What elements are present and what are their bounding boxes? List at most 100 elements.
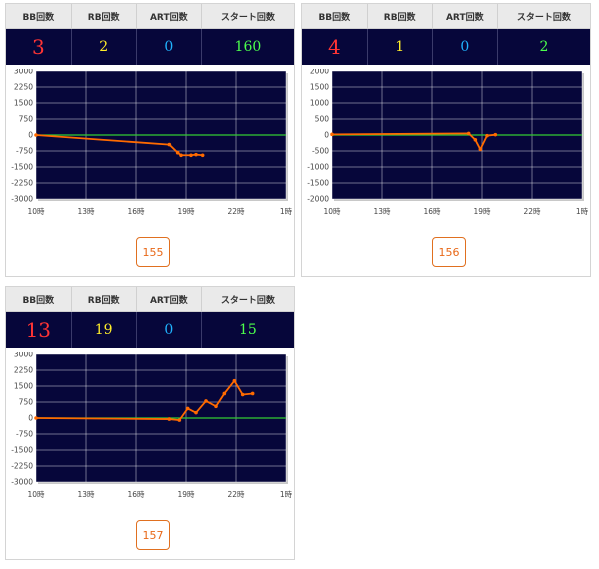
data-point bbox=[473, 138, 478, 142]
header-start: スタート回数 bbox=[201, 287, 294, 312]
bb-count: 13 bbox=[6, 311, 72, 348]
data-point bbox=[185, 406, 190, 411]
data-point bbox=[466, 131, 471, 136]
y-tick-label: 750 bbox=[19, 115, 34, 124]
data-point bbox=[179, 153, 183, 158]
y-tick-label: 1500 bbox=[14, 382, 33, 391]
stats-table: BB回数 RB回数 ART回数 スタート回数 13 19 0 15 bbox=[6, 287, 294, 348]
y-tick-label: -1500 bbox=[307, 179, 329, 188]
header-rb: RB回数 bbox=[71, 287, 137, 312]
y-tick-label: 3000 bbox=[14, 352, 33, 359]
stats-table: BB回数 RB回数 ART回数 スタート回数 4 1 0 2 bbox=[302, 4, 590, 65]
y-tick-label: 2250 bbox=[14, 83, 33, 92]
data-point bbox=[485, 133, 489, 138]
x-tick-label: 19時 bbox=[177, 207, 195, 216]
header-bb: BB回数 bbox=[6, 4, 72, 29]
data-point bbox=[330, 132, 334, 137]
rb-count: 1 bbox=[367, 28, 433, 65]
data-point bbox=[232, 378, 237, 383]
x-tick-label: 19時 bbox=[473, 207, 491, 216]
y-tick-label: -500 bbox=[312, 147, 329, 156]
header-art: ART回数 bbox=[136, 287, 202, 312]
machine-number-button[interactable]: 155 bbox=[136, 237, 170, 267]
header-art: ART回数 bbox=[432, 4, 498, 29]
y-tick-label: -1000 bbox=[307, 163, 329, 172]
data-point bbox=[250, 391, 255, 396]
bb-count: 4 bbox=[302, 28, 368, 65]
slump-chart: 3000 2250 1500 750 0 -750 -1500 -2250 -3000 10時 13… bbox=[11, 69, 293, 216]
x-tick-label: 1時 bbox=[280, 490, 293, 499]
data-point bbox=[194, 410, 198, 415]
y-tick-label: 0 bbox=[28, 131, 33, 140]
header-start: スタート回数 bbox=[201, 4, 294, 29]
stats-table: BB回数 RB回数 ART回数 スタート回数 3 2 0 160 bbox=[6, 4, 294, 65]
x-tick-label: 13時 bbox=[77, 490, 95, 499]
data-point bbox=[204, 399, 208, 403]
data-point bbox=[478, 147, 483, 152]
y-tick-label: -1500 bbox=[11, 446, 33, 455]
data-point bbox=[189, 153, 193, 158]
y-tick-label: 0 bbox=[324, 131, 329, 140]
y-tick-label: 750 bbox=[19, 398, 34, 407]
data-point bbox=[34, 416, 38, 420]
machine-card-157: BB回数 RB回数 ART回数 スタート回数 13 19 0 15 3000 22… bbox=[5, 286, 295, 560]
rb-count: 19 bbox=[71, 311, 137, 348]
machine-number-button[interactable]: 157 bbox=[136, 520, 170, 550]
y-tick-label: 1000 bbox=[310, 99, 329, 108]
y-tick-label: -3000 bbox=[11, 195, 33, 204]
header-rb: RB回数 bbox=[367, 4, 433, 29]
x-tick-label: 22時 bbox=[227, 207, 245, 216]
header-bb: BB回数 bbox=[6, 287, 72, 312]
y-tick-label: -2250 bbox=[11, 179, 33, 188]
data-point bbox=[222, 391, 227, 396]
y-tick-label: 1500 bbox=[310, 83, 329, 92]
x-tick-label: 10時 bbox=[27, 207, 45, 216]
slump-chart: 2000 1500 1000 500 0 -500 -1000 -1500 -2000 10時 13… bbox=[307, 69, 589, 216]
header-bb: BB回数 bbox=[302, 4, 368, 29]
slump-chart: 3000 2250 1500 750 0 -750 -1500 -2250 -3000 10時 13… bbox=[11, 352, 293, 499]
data-point bbox=[34, 133, 38, 137]
art-count: 0 bbox=[136, 311, 202, 348]
y-tick-label: -3000 bbox=[11, 478, 33, 487]
data-point bbox=[214, 404, 218, 409]
y-tick-label: 1500 bbox=[14, 99, 33, 108]
y-tick-label: -750 bbox=[16, 430, 33, 439]
y-tick-label: -2000 bbox=[307, 195, 329, 204]
x-tick-label: 1時 bbox=[280, 207, 293, 216]
data-point bbox=[200, 153, 205, 158]
x-tick-label: 16時 bbox=[127, 207, 145, 216]
data-point bbox=[167, 142, 172, 147]
data-point bbox=[493, 132, 498, 137]
data-point bbox=[175, 150, 180, 155]
header-rb: RB回数 bbox=[71, 4, 137, 29]
x-tick-label: 13時 bbox=[373, 207, 391, 216]
data-point bbox=[167, 417, 172, 421]
start-count: 15 bbox=[201, 311, 294, 348]
machine-number-button[interactable]: 156 bbox=[432, 237, 466, 267]
y-tick-label: 2000 bbox=[310, 69, 329, 76]
x-tick-label: 13時 bbox=[77, 207, 95, 216]
data-point bbox=[194, 152, 198, 157]
art-count: 0 bbox=[432, 28, 498, 65]
machine-card-155: BB回数 RB回数 ART回数 スタート回数 3 2 0 160 3000 225… bbox=[5, 3, 295, 277]
art-count: 0 bbox=[136, 28, 202, 65]
x-tick-label: 10時 bbox=[323, 207, 341, 216]
y-tick-label: 2250 bbox=[14, 366, 33, 375]
data-point bbox=[177, 418, 182, 422]
x-tick-label: 16時 bbox=[423, 207, 441, 216]
x-tick-label: 1時 bbox=[576, 207, 589, 216]
header-art: ART回数 bbox=[136, 4, 202, 29]
x-tick-label: 22時 bbox=[523, 207, 541, 216]
y-tick-label: 500 bbox=[315, 115, 330, 124]
x-tick-label: 10時 bbox=[27, 490, 45, 499]
bb-count: 3 bbox=[6, 28, 72, 65]
start-count: 160 bbox=[201, 28, 294, 65]
rb-count: 2 bbox=[71, 28, 137, 65]
y-tick-label: -2250 bbox=[11, 462, 33, 471]
machine-card-156: BB回数 RB回数 ART回数 スタート回数 4 1 0 2 2000 1500 1… bbox=[301, 3, 591, 277]
y-tick-label: -1500 bbox=[11, 163, 33, 172]
data-point bbox=[240, 392, 245, 397]
y-tick-label: 0 bbox=[28, 414, 33, 423]
y-tick-label: 3000 bbox=[14, 69, 33, 76]
x-tick-label: 19時 bbox=[177, 490, 195, 499]
